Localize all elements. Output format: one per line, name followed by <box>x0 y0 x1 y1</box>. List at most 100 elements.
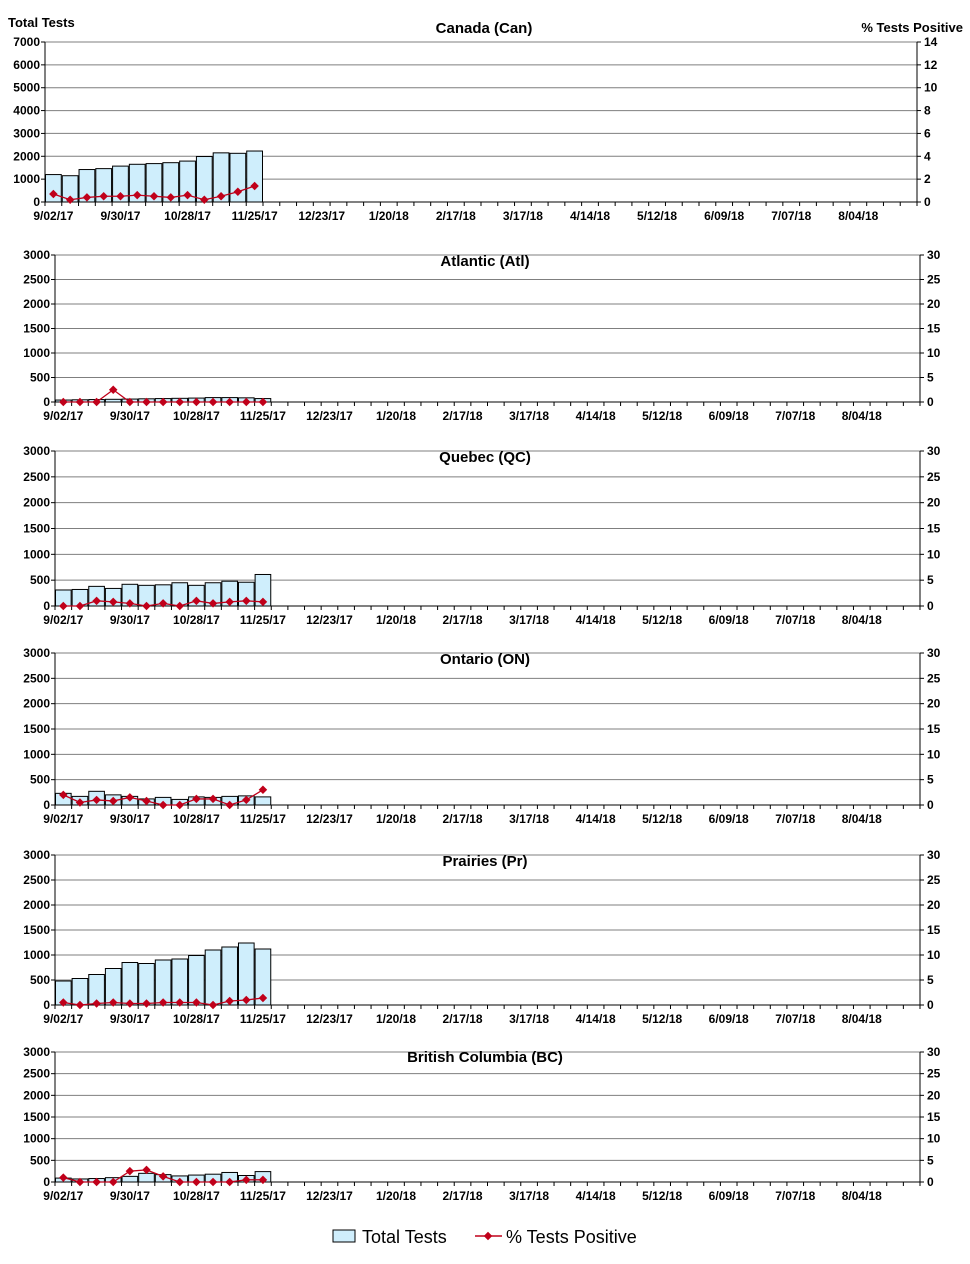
left-tick-label: 500 <box>30 973 50 987</box>
left-tick-label: 2000 <box>23 496 50 510</box>
chart-title: Prairies (Pr) <box>442 853 527 870</box>
right-tick-label: 0 <box>927 1175 934 1189</box>
x-tick-label: 4/14/18 <box>576 409 616 423</box>
legend: Total Tests % Tests Positive <box>332 1227 637 1247</box>
x-tick-label: 8/04/18 <box>838 209 878 223</box>
x-tick-label: 3/17/18 <box>509 1189 549 1203</box>
chart-panels: 0100020003000400050006000700002468101214… <box>13 20 940 1203</box>
x-tick-label: 9/02/17 <box>43 812 83 826</box>
x-tick-label: 11/25/17 <box>240 1189 286 1203</box>
right-tick-label: 20 <box>927 697 941 711</box>
x-tick-label: 7/07/18 <box>775 613 815 627</box>
x-tick-label: 1/20/18 <box>376 1189 416 1203</box>
bar <box>204 949 222 1006</box>
left-tick-label: 4000 <box>13 104 40 118</box>
x-tick-label: 11/25/17 <box>240 1012 286 1026</box>
bar <box>246 150 264 203</box>
chart-title: Atlantic (Atl) <box>440 253 529 270</box>
x-tick-label: 7/07/18 <box>771 209 811 223</box>
left-tick-label: 500 <box>30 371 50 385</box>
x-tick-label: 2/17/18 <box>443 409 483 423</box>
x-tick-label: 10/28/17 <box>173 409 220 423</box>
data-point <box>59 397 68 407</box>
right-tick-label: 15 <box>927 722 941 736</box>
chart-panel-2: 0 500 1000 1500 2000 2500 3000 0 5 10 15 20 25 30 9/02… <box>23 444 940 627</box>
right-tick-label: 30 <box>927 848 941 862</box>
x-tick-label: 1/20/18 <box>376 812 416 826</box>
left-tick-label: 1500 <box>23 1110 50 1124</box>
chart-panel-4: 0 500 1000 1500 2000 2500 3000 0 5 10 15 20 25 30 9/02… <box>23 848 940 1026</box>
data-point <box>258 785 268 795</box>
bar <box>121 1175 139 1183</box>
x-tick-label: 2/17/18 <box>443 1012 483 1026</box>
left-tick-label: 1000 <box>23 547 50 561</box>
x-tick-label: 12/23/17 <box>306 1189 353 1203</box>
x-tick-label: 6/09/18 <box>709 409 749 423</box>
right-tick-label: 20 <box>927 1088 941 1102</box>
right-tick-label: 10 <box>927 747 941 761</box>
right-tick-label: 30 <box>927 248 941 262</box>
right-tick-label: 25 <box>927 671 941 685</box>
data-point <box>82 193 92 202</box>
left-tick-label: 0 <box>43 798 50 812</box>
x-tick-label: 5/12/18 <box>642 613 682 627</box>
data-point <box>166 193 176 202</box>
x-tick-label: 5/12/18 <box>642 1189 682 1203</box>
x-tick-label: 5/12/18 <box>642 1012 682 1026</box>
bar <box>138 963 155 1006</box>
right-tick-label: 10 <box>927 1132 941 1146</box>
bar <box>104 398 122 403</box>
x-tick-label: 2/17/18 <box>436 209 476 223</box>
left-tick-label: 6000 <box>13 58 40 72</box>
x-tick-label: 9/30/17 <box>110 613 150 627</box>
x-tick-label: 8/04/18 <box>842 812 882 826</box>
x-tick-label: 3/17/18 <box>503 209 543 223</box>
legend-line-marker <box>483 1231 493 1241</box>
bar <box>195 156 213 203</box>
x-tick-label: 9/30/17 <box>110 409 150 423</box>
right-tick-label: 10 <box>927 346 941 360</box>
x-tick-label: 6/09/18 <box>709 613 749 627</box>
x-tick-label: 8/04/18 <box>842 1012 882 1026</box>
chart-title: Quebec (QC) <box>439 449 531 466</box>
x-tick-label: 9/30/17 <box>100 209 140 223</box>
x-tick-label: 7/07/18 <box>775 1189 815 1203</box>
left-tick-label: 0 <box>43 998 50 1012</box>
right-tick-label: 5 <box>927 973 934 987</box>
bar <box>78 169 96 203</box>
x-tick-label: 12/23/17 <box>306 409 353 423</box>
x-tick-label: 5/12/18 <box>637 209 677 223</box>
x-tick-label: 9/02/17 <box>43 613 83 627</box>
x-tick-label: 9/30/17 <box>110 1189 150 1203</box>
data-point <box>258 993 268 1003</box>
bar <box>188 955 205 1006</box>
bar <box>145 163 163 203</box>
data-point <box>233 187 243 196</box>
x-tick-label: 6/09/18 <box>709 812 749 826</box>
x-tick-label: 7/07/18 <box>775 812 815 826</box>
left-tick-label: 0 <box>43 599 50 613</box>
data-point <box>158 397 168 407</box>
x-tick-label: 9/30/17 <box>110 1012 150 1026</box>
x-tick-label: 6/09/18 <box>709 1189 749 1203</box>
x-tick-label: 10/28/17 <box>164 209 211 223</box>
bar <box>154 959 172 1006</box>
bar <box>171 958 189 1006</box>
x-tick-label: 10/28/17 <box>173 812 220 826</box>
x-tick-label: 9/02/17 <box>43 409 83 423</box>
legend-line-label: % Tests Positive <box>506 1227 637 1247</box>
x-tick-label: 9/02/17 <box>43 1012 83 1026</box>
data-point <box>250 181 259 191</box>
left-tick-label: 1500 <box>23 522 50 536</box>
right-tick-label: 14 <box>924 35 938 49</box>
left-tick-label: 2000 <box>23 697 50 711</box>
left-tick-label: 1500 <box>23 923 50 937</box>
x-tick-label: 2/17/18 <box>443 812 483 826</box>
left-tick-label: 3000 <box>23 248 50 262</box>
x-tick-label: 10/28/17 <box>173 613 220 627</box>
data-point <box>99 192 108 201</box>
x-tick-label: 12/23/17 <box>306 613 353 627</box>
x-tick-label: 1/20/18 <box>376 409 416 423</box>
